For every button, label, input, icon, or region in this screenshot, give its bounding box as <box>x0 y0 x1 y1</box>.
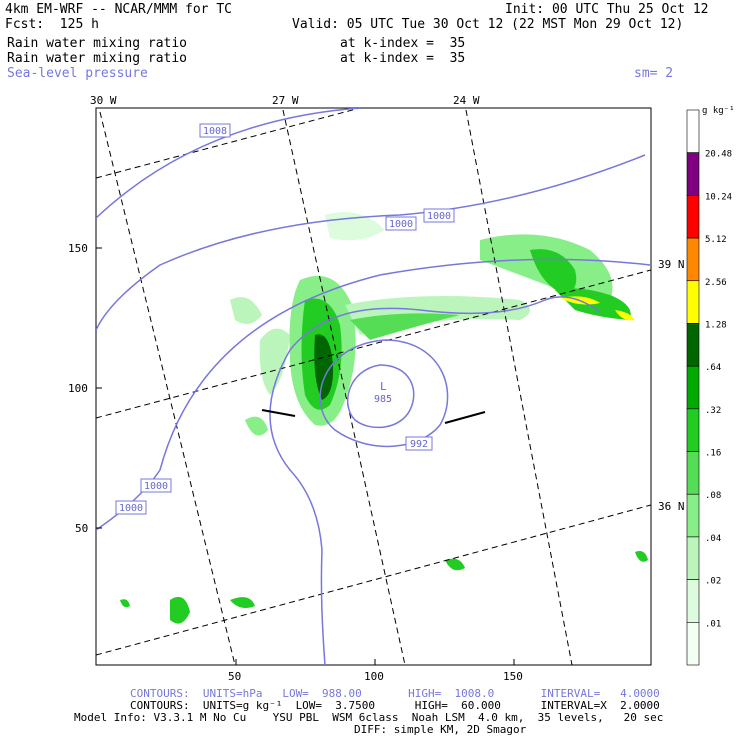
track-segment-west <box>261 409 296 417</box>
colorbar-swatch <box>686 493 700 538</box>
colorbar-swatch <box>686 152 700 196</box>
init-time: Init: 00 UTC Thu 25 Oct 12 <box>505 2 709 17</box>
colorbar-level-label: .02 <box>705 577 721 587</box>
y-tick-150: 150 <box>68 242 88 255</box>
colorbar-swatch <box>686 195 700 239</box>
colorbar-level-label: .64 <box>705 363 721 373</box>
contour-label: 1000 <box>427 211 451 222</box>
low-symbol: L <box>380 380 387 393</box>
colorbar-level-label: 20.48 <box>705 150 732 160</box>
contour-label: 1000 <box>144 481 168 492</box>
model-title: 4km EM-WRF -- NCAR/MMM for TC <box>5 2 232 17</box>
colorbar-level-label: 10.24 <box>705 192 732 202</box>
colorbar-level-label: .16 <box>705 449 721 459</box>
lat-label-39n: 39 N <box>658 258 685 271</box>
lon-label-30w: 30 W <box>90 94 117 107</box>
contour-labels: 1008 1000 1000 992 1000 1000 <box>115 123 455 515</box>
footer-model-info: Model Info: V3.3.1 M No Cu YSU PBL WSM 6… <box>74 711 664 724</box>
y-tick-50: 50 <box>75 522 88 535</box>
colorbar-level-label: .01 <box>705 619 721 629</box>
lon-label-24w: 24 W <box>453 94 480 107</box>
colorbar-level-label: .08 <box>705 491 721 501</box>
colorbar-swatch <box>686 408 700 452</box>
contour-label: 1000 <box>119 503 143 514</box>
lon-label-27w: 27 W <box>272 94 299 107</box>
colorbar-swatch <box>686 237 700 282</box>
field2-name: Rain water mixing ratio <box>7 51 188 66</box>
colorbar: 20.48 10.24 5.12 2.56 1.28 .64 .32 .16 .08 .04 .02… <box>686 109 732 666</box>
rain-shading <box>120 212 648 624</box>
colorbar-level-label: 5.12 <box>705 235 727 245</box>
forecast-hour: Fcst: 125 h <box>5 17 99 32</box>
footer-contours-slp: CONTOURS: UNITS=hPa LOW= 988.00 HIGH= 10… <box>130 687 660 700</box>
colorbar-level-label: .32 <box>705 406 721 416</box>
colorbar-swatch <box>686 579 700 623</box>
colorbar-swatch <box>686 280 700 324</box>
track-segment-east <box>444 411 486 424</box>
valid-time: Valid: 05 UTC Tue 30 Oct 12 (22 MST Mon … <box>292 17 684 32</box>
footer-diff-info: DIFF: simple KM, 2D Smagor <box>354 723 527 736</box>
field1-level: at k-index = 35 <box>340 36 466 51</box>
x-tick-100: 100 <box>364 670 384 683</box>
x-tick-50: 50 <box>228 670 241 683</box>
colorbar-swatch <box>686 109 700 153</box>
contour-label: 1000 <box>389 219 413 230</box>
latlon-grid <box>96 108 651 665</box>
smoothing-label: sm= 2 <box>634 66 674 81</box>
overlay-name: Sea-level pressure <box>7 66 148 81</box>
low-value: 985 <box>374 394 392 405</box>
x-tick-150: 150 <box>503 670 523 683</box>
colorbar-swatch <box>686 451 700 495</box>
colorbar-swatch <box>686 365 700 410</box>
colorbar-swatch <box>686 323 700 367</box>
colorbar-level-label: .04 <box>705 534 721 544</box>
contour-label: 1008 <box>203 126 227 137</box>
colorbar-swatch <box>686 536 700 580</box>
y-tick-100: 100 <box>68 382 88 395</box>
colorbar-level-label: 2.56 <box>705 278 727 288</box>
slp-contours <box>96 108 651 665</box>
colorbar-units: g kg⁻¹ <box>702 106 735 116</box>
field1-name: Rain water mixing ratio <box>7 36 188 51</box>
colorbar-swatch <box>686 622 700 666</box>
contour-label: 992 <box>410 439 428 450</box>
colorbar-level-label: 1.28 <box>705 320 727 330</box>
footer-contours-rain: CONTOURS: UNITS=g kg⁻¹ LOW= 3.7500 HIGH=… <box>130 699 660 712</box>
lat-label-36n: 36 N <box>658 500 685 513</box>
field2-level: at k-index = 35 <box>340 51 466 66</box>
map-frame <box>95 107 652 666</box>
